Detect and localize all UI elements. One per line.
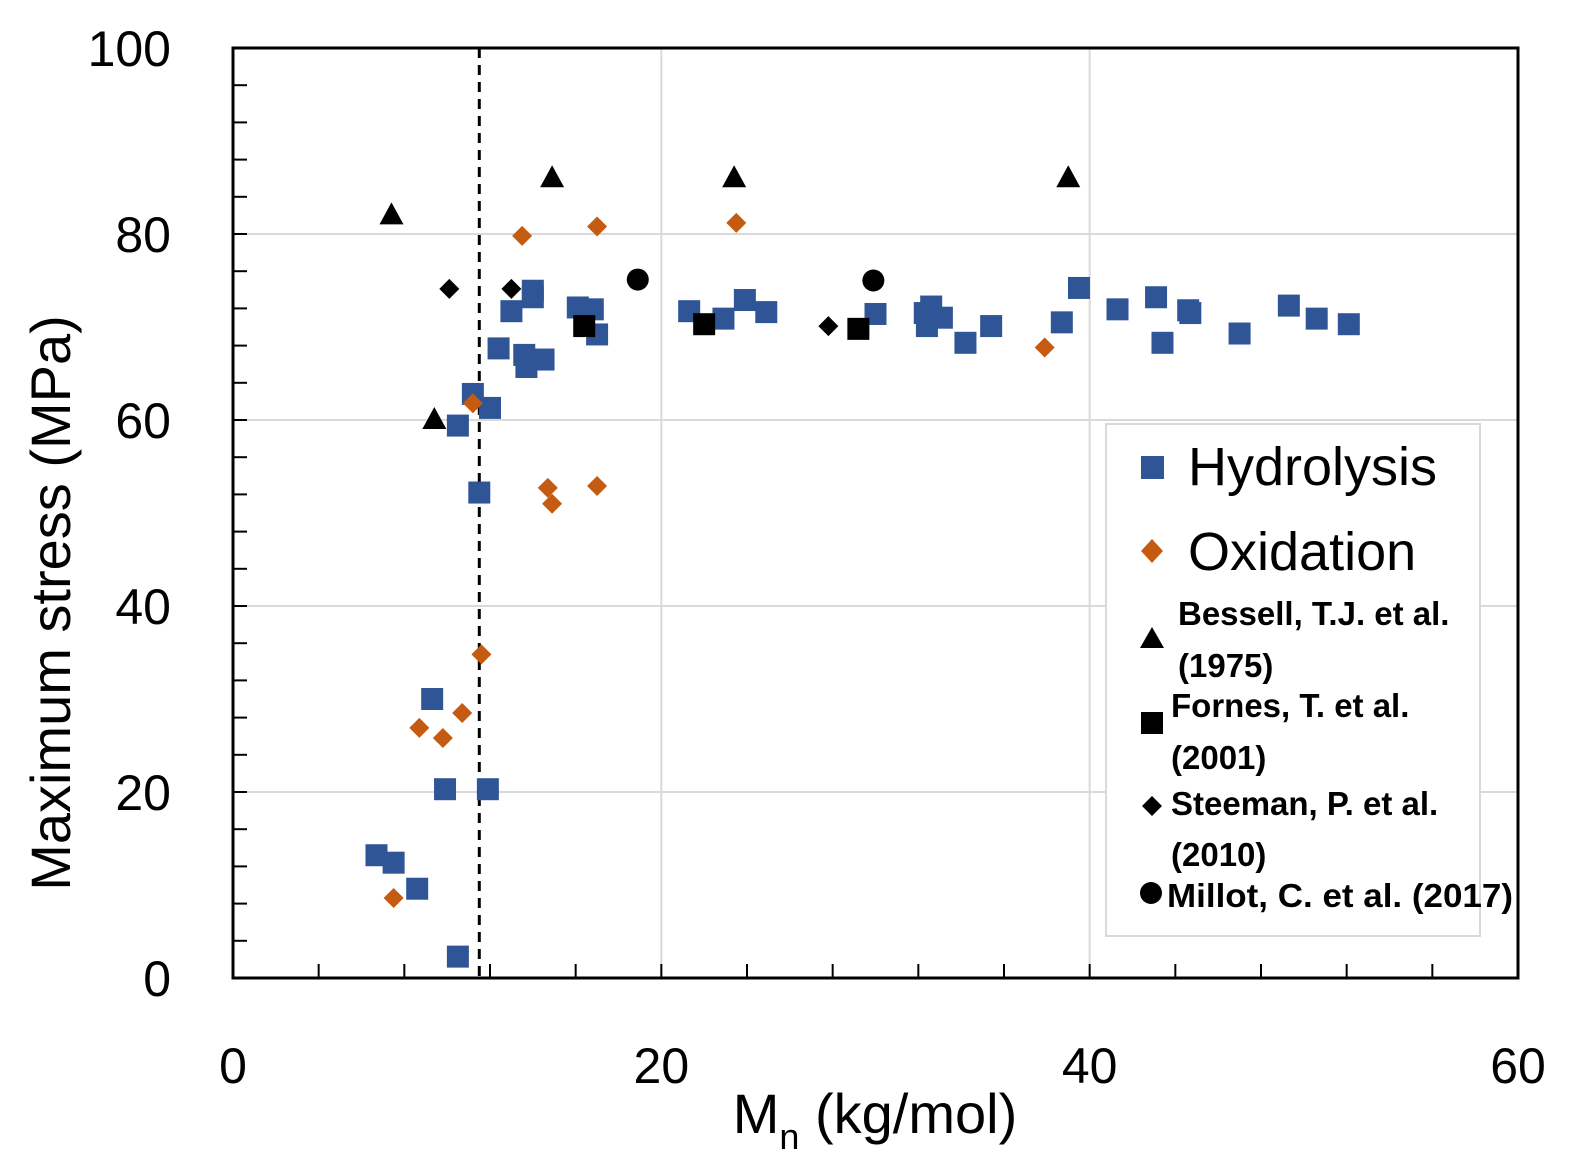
point-series-0 — [500, 300, 523, 323]
point-series-0 — [733, 289, 756, 312]
point-series-0 — [382, 851, 405, 874]
point-series-0 — [365, 844, 388, 867]
point-series-0 — [1228, 322, 1251, 345]
legend-label-fornes-line1: Fornes, T. et al. — [1171, 687, 1409, 724]
point-series-0 — [487, 337, 510, 360]
point-series-1 — [542, 493, 563, 514]
point-series-0 — [1305, 307, 1328, 330]
point-series-2 — [540, 165, 565, 188]
legend-label-steeman-line1: Steeman, P. et al. — [1171, 785, 1438, 822]
point-series-0 — [1067, 276, 1090, 299]
point-series-1 — [537, 477, 558, 498]
point-series-2 — [1056, 165, 1081, 188]
point-series-1 — [587, 216, 608, 237]
point-series-1 — [462, 393, 483, 414]
legend-label-fornes-line2: (2001) — [1171, 739, 1266, 776]
plot-area-frame — [231, 46, 1520, 980]
point-series-0 — [954, 331, 977, 354]
y-tick-label-0: 0 — [143, 951, 171, 1007]
x-tick-label-0: 0 — [219, 1038, 247, 1094]
x-axis-title-subscript: n — [779, 1116, 799, 1157]
point-series-0 — [434, 778, 457, 801]
legend-label-bessell-line1: Bessell, T.J. et al. — [1178, 595, 1449, 632]
point-series-0 — [406, 877, 429, 900]
point-series-0 — [468, 481, 491, 504]
x-axis-title-units: (kg/mol) — [799, 1082, 1017, 1145]
point-series-1 — [471, 644, 492, 665]
point-series-0 — [479, 396, 501, 419]
legend-marker-fornes — [1141, 712, 1163, 734]
point-series-0 — [1151, 331, 1174, 354]
point-series-0 — [1337, 313, 1360, 336]
point-series-1 — [432, 728, 453, 749]
point-series-4 — [501, 278, 522, 299]
point-series-3 — [693, 313, 716, 336]
point-series-0 — [515, 355, 538, 378]
x-tick-label-40: 40 — [1062, 1038, 1118, 1094]
point-series-0 — [1277, 294, 1300, 317]
point-series-0 — [930, 306, 953, 329]
legend-marker-hydrolysis — [1141, 456, 1164, 479]
legend-label-oxidation: Oxidation — [1188, 522, 1416, 582]
point-series-0 — [1179, 302, 1202, 325]
point-series-0 — [476, 778, 499, 801]
point-series-1 — [383, 888, 404, 909]
point-series-0 — [1106, 298, 1129, 321]
point-series-0 — [980, 315, 1003, 338]
y-tick-label-60: 60 — [115, 393, 171, 449]
point-series-0 — [521, 279, 544, 302]
axis-ticks — [233, 84, 1434, 978]
legend: Hydrolysis Oxidation Bessell, T.J. et al… — [1105, 423, 1513, 937]
x-axis-title: Mn (kg/mol) — [733, 1082, 1017, 1157]
point-series-2 — [722, 165, 747, 188]
point-series-3 — [847, 317, 870, 340]
point-series-1 — [512, 225, 533, 246]
legend-box — [1105, 423, 1481, 937]
point-series-1 — [409, 717, 430, 738]
legend-label-millot: Millot, C. et al. (2017) — [1167, 877, 1513, 914]
point-series-1 — [1034, 337, 1055, 358]
tick-labels: 0 20 40 60 0 20 40 60 80 100 — [88, 21, 1546, 1094]
point-series-0 — [532, 348, 555, 371]
point-series-0 — [712, 307, 735, 330]
legend-label-bessell-line2: (1975) — [1178, 647, 1273, 684]
point-series-3 — [573, 315, 596, 338]
y-tick-label-80: 80 — [115, 207, 171, 263]
point-series-1 — [726, 212, 747, 233]
data-points — [365, 165, 1360, 968]
point-series-0 — [421, 688, 444, 710]
y-tick-label-100: 100 — [88, 21, 171, 77]
point-series-4 — [439, 278, 460, 299]
point-series-1 — [587, 476, 608, 497]
point-series-0 — [446, 945, 469, 968]
x-axis-title-main: M — [733, 1082, 780, 1145]
legend-label-steeman-line2: (2010) — [1171, 836, 1266, 873]
legend-marker-bessell — [1140, 627, 1164, 648]
point-series-0 — [1050, 311, 1073, 334]
legend-marker-oxidation — [1141, 539, 1163, 563]
legend-marker-steeman — [1142, 796, 1162, 816]
point-series-0 — [1145, 286, 1168, 309]
point-series-4 — [818, 316, 839, 337]
x-tick-label-20: 20 — [634, 1038, 690, 1094]
point-series-2 — [422, 407, 447, 429]
point-series-0 — [446, 414, 469, 437]
y-axis-title: Maximum stress (MPa) — [19, 315, 82, 891]
point-series-0 — [864, 302, 887, 325]
point-series-1 — [452, 702, 473, 723]
point-series-0 — [755, 301, 778, 324]
y-tick-label-20: 20 — [115, 765, 171, 821]
y-tick-label-40: 40 — [115, 579, 171, 635]
point-series-5 — [626, 268, 649, 291]
legend-marker-millot — [1140, 882, 1162, 904]
x-tick-label-60: 60 — [1490, 1038, 1546, 1094]
legend-label-hydrolysis: Hydrolysis — [1188, 437, 1437, 497]
point-series-2 — [379, 202, 404, 225]
point-series-5 — [862, 269, 885, 292]
point-series-0 — [581, 298, 604, 321]
